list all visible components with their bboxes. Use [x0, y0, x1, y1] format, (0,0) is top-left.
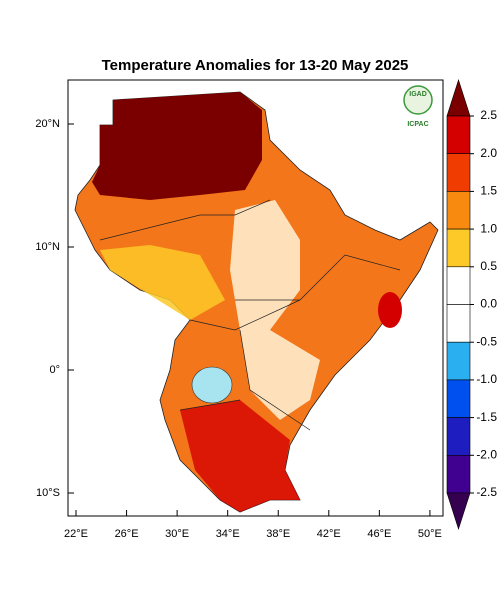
x-tick-label: 50°E: [418, 528, 442, 540]
map-land: [74, 91, 439, 513]
y-tick-label: 20°N: [35, 118, 60, 130]
colorbar-arrow: [446, 492, 471, 530]
y-tick-label: 10°N: [35, 241, 60, 253]
lake: [191, 366, 233, 404]
colorbar-label: -1.5: [476, 410, 497, 424]
colorbar-label: -1.0: [476, 372, 497, 386]
colorbar-label: 1.5: [480, 184, 497, 198]
colorbar-bin: [446, 417, 471, 456]
x-tick-label: 30°E: [165, 528, 189, 540]
y-tick-label: 0°: [49, 364, 60, 376]
x-tick-label: 34°E: [216, 528, 240, 540]
x-tick-label: 46°E: [367, 528, 391, 540]
borders: [99, 199, 401, 431]
colorbar-bin: [446, 153, 471, 192]
logo-org: ICPAC: [407, 121, 428, 128]
colorbar-label: -0.5: [476, 334, 497, 348]
hot-north: [92, 92, 262, 200]
x-tick-label: 38°E: [266, 528, 290, 540]
colorbar-label: 2.5: [480, 108, 497, 122]
highlands: [230, 200, 320, 420]
colorbar-bin: [446, 228, 471, 268]
colorbar-label: 1.0: [480, 221, 497, 235]
colorbar-bin: [446, 379, 471, 418]
logo: IGAD ICPAC: [403, 85, 433, 128]
colorbar-bin: [446, 191, 471, 230]
logo-name: IGAD: [409, 91, 427, 98]
colorbar-bin: [446, 454, 471, 494]
warm-south: [180, 400, 300, 512]
x-tick-label: 42°E: [317, 528, 341, 540]
mild-belt: [100, 245, 225, 320]
colorbar-arrow: [446, 79, 471, 117]
colorbar-label: -2.5: [476, 485, 497, 499]
title: Temperature Anomalies for 13-20 May 2025: [102, 57, 409, 74]
colorbar-bin: [446, 341, 471, 381]
colorbar-label: 0.0: [480, 297, 497, 311]
colorbar-label: 2.0: [480, 146, 497, 160]
colorbar-label: -2.0: [476, 447, 497, 461]
x-tick-label: 22°E: [64, 528, 88, 540]
y-tick-label: 10°S: [36, 487, 60, 499]
logo-emblem: [403, 85, 433, 115]
hot-spot: [378, 292, 402, 328]
colorbar-bin: [446, 304, 471, 343]
x-tick-label: 26°E: [115, 528, 139, 540]
colorbar-bin: [446, 266, 471, 305]
colorbar-label: 0.5: [480, 259, 497, 273]
colorbar-bin: [446, 115, 471, 155]
